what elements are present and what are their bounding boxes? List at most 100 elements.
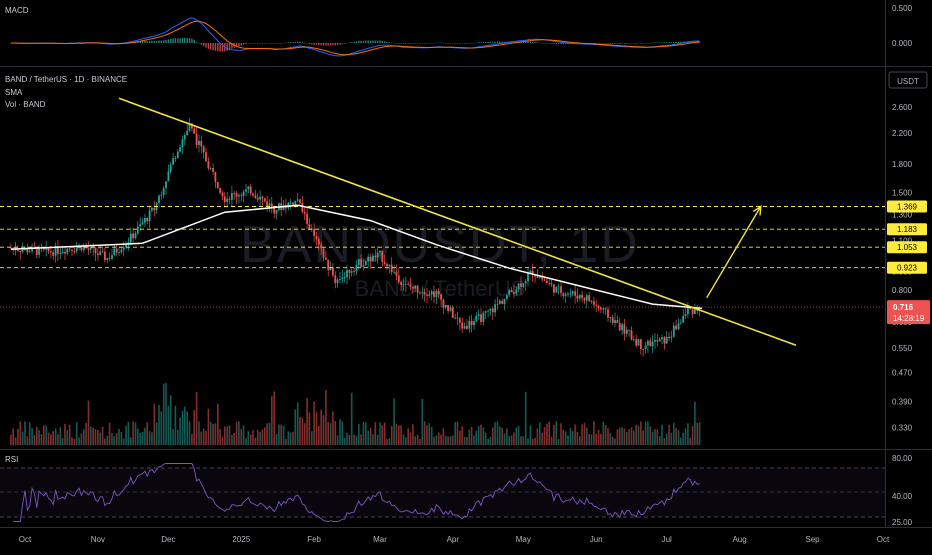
volume-label[interactable]: Vol · BAND xyxy=(5,100,46,109)
last-price-badge[interactable] xyxy=(887,300,930,325)
candle-body xyxy=(374,255,377,258)
candle-body xyxy=(132,233,134,239)
volume-bar xyxy=(289,432,292,445)
volume-bar xyxy=(231,434,233,445)
candle-body xyxy=(383,262,386,264)
volume-bar xyxy=(17,428,19,445)
candle-body xyxy=(17,250,19,252)
volume-bar xyxy=(593,421,595,445)
volume-bar xyxy=(101,426,104,445)
level-badge[interactable] xyxy=(887,223,927,236)
volume-bar xyxy=(604,424,607,445)
price-badges[interactable]: 1.369 1.183 1.053 0.923 0.716 14:28:19 xyxy=(887,200,930,325)
volume-bar xyxy=(59,427,62,445)
sma-label[interactable]: SMA xyxy=(5,88,23,97)
candle-body xyxy=(567,293,569,295)
volume-bar xyxy=(280,424,282,445)
volume-bar xyxy=(522,436,525,445)
macd-hist-bar xyxy=(280,43,282,44)
candle-body xyxy=(367,256,370,262)
macd-hist-bar xyxy=(510,41,513,43)
candle-body xyxy=(600,307,602,310)
candle-body xyxy=(440,294,442,300)
volume-bar xyxy=(506,428,508,445)
candle-body xyxy=(555,287,558,293)
volume-bar xyxy=(313,401,315,445)
volume-bar xyxy=(365,422,367,445)
macd-hist-bar xyxy=(212,43,214,51)
volume-bar xyxy=(146,422,148,445)
macd-label[interactable]: MACD xyxy=(5,6,29,15)
volume-bar xyxy=(654,429,656,445)
volume-bar xyxy=(245,438,247,445)
candle-body xyxy=(238,195,240,197)
candle-body xyxy=(270,203,273,208)
currency-button[interactable] xyxy=(888,71,928,89)
volume-bar xyxy=(240,428,243,445)
volume-bar xyxy=(233,432,235,445)
sma-line[interactable] xyxy=(10,204,703,310)
volume-bar xyxy=(529,425,532,445)
candle-body xyxy=(115,248,118,253)
rsi-line xyxy=(13,463,700,522)
level-badge[interactable] xyxy=(887,241,927,254)
time-tick: Feb xyxy=(307,535,321,544)
candle-body xyxy=(677,323,680,330)
level-badge[interactable] xyxy=(887,261,927,274)
candle-body xyxy=(10,247,12,249)
descending-trendline[interactable] xyxy=(118,97,797,346)
candle-body xyxy=(233,193,236,194)
candle-body xyxy=(397,275,400,283)
price-tick: 0.550 xyxy=(892,344,913,353)
macd-hist-bar xyxy=(454,43,456,44)
candle-body xyxy=(522,283,525,287)
candle-body xyxy=(68,248,71,250)
candle-body xyxy=(327,259,330,270)
rsi-label[interactable]: RSI xyxy=(5,455,18,464)
candle-body xyxy=(581,294,583,298)
price-tick: 0.390 xyxy=(892,397,913,406)
volume-bar xyxy=(108,422,111,445)
time-tick: Oct xyxy=(877,535,890,544)
projection-arrow[interactable] xyxy=(706,205,762,299)
volume-bar xyxy=(174,405,177,445)
macd-hist-bar xyxy=(419,43,421,44)
macd-hist-bar xyxy=(139,41,141,43)
chart-title[interactable]: BAND / TetherUS · 1D · BINANCE xyxy=(5,75,127,84)
candle-body xyxy=(249,186,252,194)
candle-body xyxy=(282,205,285,210)
volume-bar xyxy=(658,436,661,445)
volume-bar xyxy=(28,422,31,445)
volume-bar xyxy=(496,421,499,445)
candle-body xyxy=(198,141,200,145)
time-tick: Mar xyxy=(373,535,387,544)
volume-bar xyxy=(590,434,593,445)
candle-body xyxy=(632,339,635,341)
volume-bar xyxy=(24,421,26,445)
volume-bar xyxy=(668,424,670,445)
volume-bar xyxy=(261,429,264,445)
volume-bar xyxy=(127,421,130,445)
candle-body xyxy=(71,249,73,251)
volume-bar xyxy=(325,389,327,445)
candle-body xyxy=(647,340,649,346)
volume-bar xyxy=(696,423,699,445)
candle-body xyxy=(501,300,504,304)
macd-hist-bar xyxy=(153,40,155,43)
macd-hist-bar xyxy=(494,41,496,43)
volume-bar xyxy=(122,438,125,445)
macd-hist-bar xyxy=(562,43,564,45)
volume-bar xyxy=(40,434,43,445)
volume-bar xyxy=(388,438,391,445)
volume-bar xyxy=(275,434,278,445)
macd-hist-bar xyxy=(536,42,539,43)
level-badge[interactable] xyxy=(887,200,927,213)
macd-hist-bar xyxy=(499,41,501,43)
volume-bar xyxy=(273,391,275,445)
candle-body xyxy=(491,308,494,313)
volume-bars xyxy=(10,382,701,445)
macd-hist-bar xyxy=(407,43,409,44)
candle-body xyxy=(26,247,29,253)
